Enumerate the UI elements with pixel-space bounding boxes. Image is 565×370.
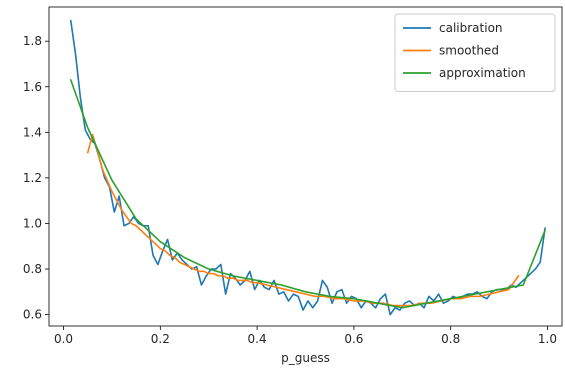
legend: calibration smoothed approximation bbox=[394, 13, 556, 92]
x-axis-label: p_guess bbox=[281, 351, 330, 365]
legend-label-approximation: approximation bbox=[439, 66, 526, 80]
y-tick-label: 0.6 bbox=[23, 308, 42, 322]
x-tick-label: 0.4 bbox=[248, 332, 267, 346]
x-tick-label: 0.6 bbox=[344, 332, 363, 346]
x-tick-label: 0.8 bbox=[441, 332, 460, 346]
y-tick-label: 1.4 bbox=[23, 125, 42, 139]
y-axis: 0.6 0.8 1.0 1.2 1.4 1.6 1.8 bbox=[23, 34, 49, 322]
x-axis: 0.0 0.2 0.4 0.6 0.8 1.0 bbox=[54, 326, 557, 346]
y-tick-label: 0.8 bbox=[23, 262, 42, 276]
x-tick-label: 0.2 bbox=[151, 332, 170, 346]
series-line-approximation bbox=[69, 79, 546, 309]
x-tick-label: 1.0 bbox=[538, 332, 557, 346]
y-tick-label: 1.0 bbox=[23, 216, 42, 230]
y-tick-label: 1.8 bbox=[23, 34, 42, 48]
y-tick-label: 1.2 bbox=[23, 171, 42, 185]
legend-label-smoothed: smoothed bbox=[439, 44, 499, 58]
x-tick-label: 0.0 bbox=[54, 332, 73, 346]
plot-frame bbox=[48, 6, 563, 327]
legend-label-calibration: calibration bbox=[439, 21, 503, 35]
plot-lines bbox=[69, 19, 546, 316]
legend-box bbox=[394, 13, 556, 92]
y-tick-label: 1.6 bbox=[23, 80, 42, 94]
series-line-calibration bbox=[69, 19, 546, 316]
series-line-smoothed bbox=[86, 133, 520, 307]
